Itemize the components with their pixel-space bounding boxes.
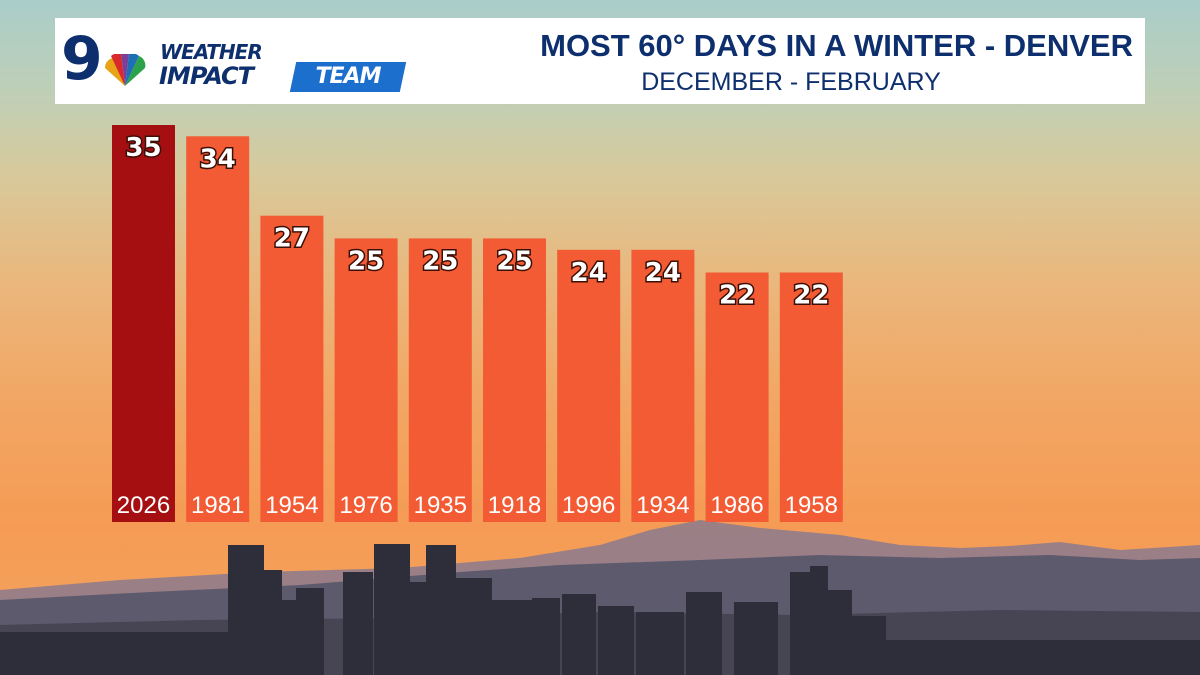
- bar-category-label: 1976: [339, 492, 392, 519]
- bar-1918: [483, 238, 546, 522]
- bar-1934: [631, 249, 695, 523]
- bar-1996: [557, 249, 621, 523]
- chart-subtitle: DECEMBER - FEBRUARY: [641, 68, 941, 96]
- bar-1954: [260, 215, 324, 522]
- bar-value-label: 22: [719, 281, 755, 311]
- downtown-buildings: [0, 544, 1200, 675]
- bar-category-label: 1934: [636, 492, 689, 519]
- bar-value-label: 34: [200, 144, 236, 174]
- bar-value-label: 25: [496, 246, 532, 276]
- bar-1935: [408, 238, 472, 522]
- bar-value-label: 27: [274, 224, 310, 254]
- bar-category-label: 1918: [488, 492, 541, 519]
- bar-value-label: 22: [793, 281, 829, 311]
- bar-category-label: 1935: [414, 492, 467, 519]
- bar-value-label: 24: [645, 258, 681, 288]
- bar-value-label: 24: [571, 258, 607, 288]
- station-logo: 9 WEATHER IMPACT TEAM: [55, 18, 415, 104]
- logo-number: 9: [61, 24, 103, 94]
- bar-category-label: 2026: [117, 492, 170, 519]
- bar-category-label: 1986: [710, 492, 763, 519]
- bar-1981: [186, 136, 250, 523]
- bar-category-label: 1981: [191, 492, 244, 519]
- bar-value-label: 25: [422, 246, 458, 276]
- bar-category-label: 1958: [785, 492, 838, 519]
- bar-1976: [334, 238, 398, 522]
- bar-value-label: 35: [125, 133, 161, 163]
- bar-category-label: 1996: [562, 492, 615, 519]
- peacock-icon: [104, 54, 146, 86]
- bar-category-label: 1954: [265, 492, 318, 519]
- bar-value-label: 25: [348, 246, 384, 276]
- logo-weather-text: WEATHER: [160, 40, 263, 64]
- bar-1958: [779, 272, 843, 522]
- bar-1986: [705, 272, 769, 522]
- title-banner: 9 WEATHER IMPACT TEAM MOST 60° DAYS IN A…: [55, 18, 1145, 104]
- logo-impact-text: IMPACT: [159, 62, 254, 90]
- bar-2026: [112, 125, 175, 522]
- chart-title: MOST 60° DAYS IN A WINTER - DENVER: [540, 28, 1133, 63]
